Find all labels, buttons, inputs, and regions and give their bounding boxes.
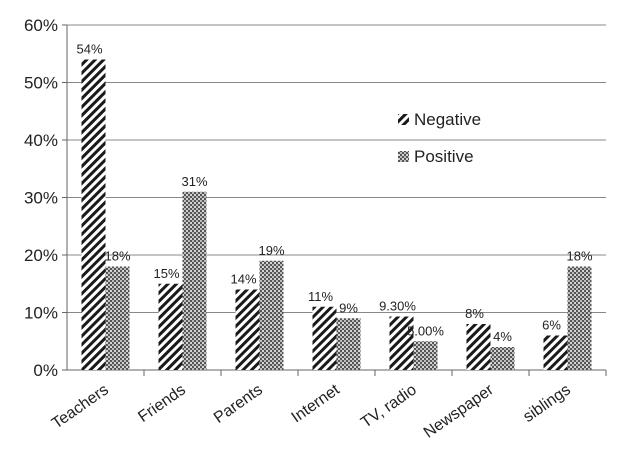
legend-label-positive: Positive — [414, 147, 474, 166]
axes: 0% 10% 20% 30% 40% 50% 60% Teachers Friends Paren… — [24, 16, 607, 442]
y-tick-label: 50% — [24, 74, 58, 93]
legend-label-negative: Negative — [414, 110, 481, 129]
data-label: 5.00% — [407, 323, 444, 338]
data-label: 31% — [181, 174, 207, 189]
gridlines — [67, 24, 606, 313]
bar-positive — [413, 341, 438, 370]
legend: Negative Positive — [398, 110, 481, 166]
bar-positive — [567, 266, 592, 370]
bar-negative — [158, 283, 183, 370]
data-label: 54% — [76, 42, 102, 57]
x-tick-label: TV, radio — [358, 381, 420, 431]
data-label: 4% — [493, 329, 512, 344]
bar-negative — [81, 59, 106, 370]
bar-positive — [490, 347, 515, 370]
bars — [81, 59, 592, 370]
data-label: 8% — [465, 306, 484, 321]
y-tick-label: 40% — [24, 131, 58, 150]
bar-positive — [259, 260, 284, 370]
y-tick-label: 0% — [33, 361, 58, 380]
data-label: 18% — [566, 249, 592, 264]
data-label: 14% — [230, 272, 256, 287]
data-label: 9.30% — [379, 299, 416, 314]
bar-positive — [336, 318, 361, 370]
data-label: 18% — [104, 249, 130, 264]
y-tick-label: 20% — [24, 246, 58, 265]
y-tick-label: 10% — [24, 304, 58, 323]
bar-negative — [543, 335, 568, 370]
data-label: 11% — [308, 289, 333, 304]
x-tick-label: Internet — [289, 381, 344, 426]
x-tick-label: Newspaper — [421, 381, 498, 442]
x-tick-label: Teachers — [49, 381, 112, 432]
bar-negative — [312, 306, 337, 370]
data-label: 19% — [258, 243, 284, 258]
x-tick-label: Friends — [135, 381, 188, 426]
bar-negative — [466, 324, 491, 370]
data-label: 15% — [153, 266, 179, 281]
legend-swatch-positive — [398, 151, 409, 162]
bar-positive — [105, 266, 130, 370]
bar-positive — [182, 191, 207, 370]
data-labels: 54% 18% 15% 31% 14%19% 11% 9% 9.30% 5.00% 8% 4% 6% 1… — [76, 42, 592, 345]
y-tick-label: 60% — [24, 16, 58, 35]
bar-negative — [389, 316, 414, 370]
data-label: 9% — [339, 300, 358, 315]
y-tick-label: 30% — [24, 189, 58, 208]
data-label: 6% — [542, 318, 561, 333]
x-tick-label: Parents — [211, 381, 266, 427]
legend-swatch-negative — [398, 114, 409, 125]
bar-negative — [235, 289, 260, 370]
x-tick-label: siblings — [520, 381, 573, 426]
